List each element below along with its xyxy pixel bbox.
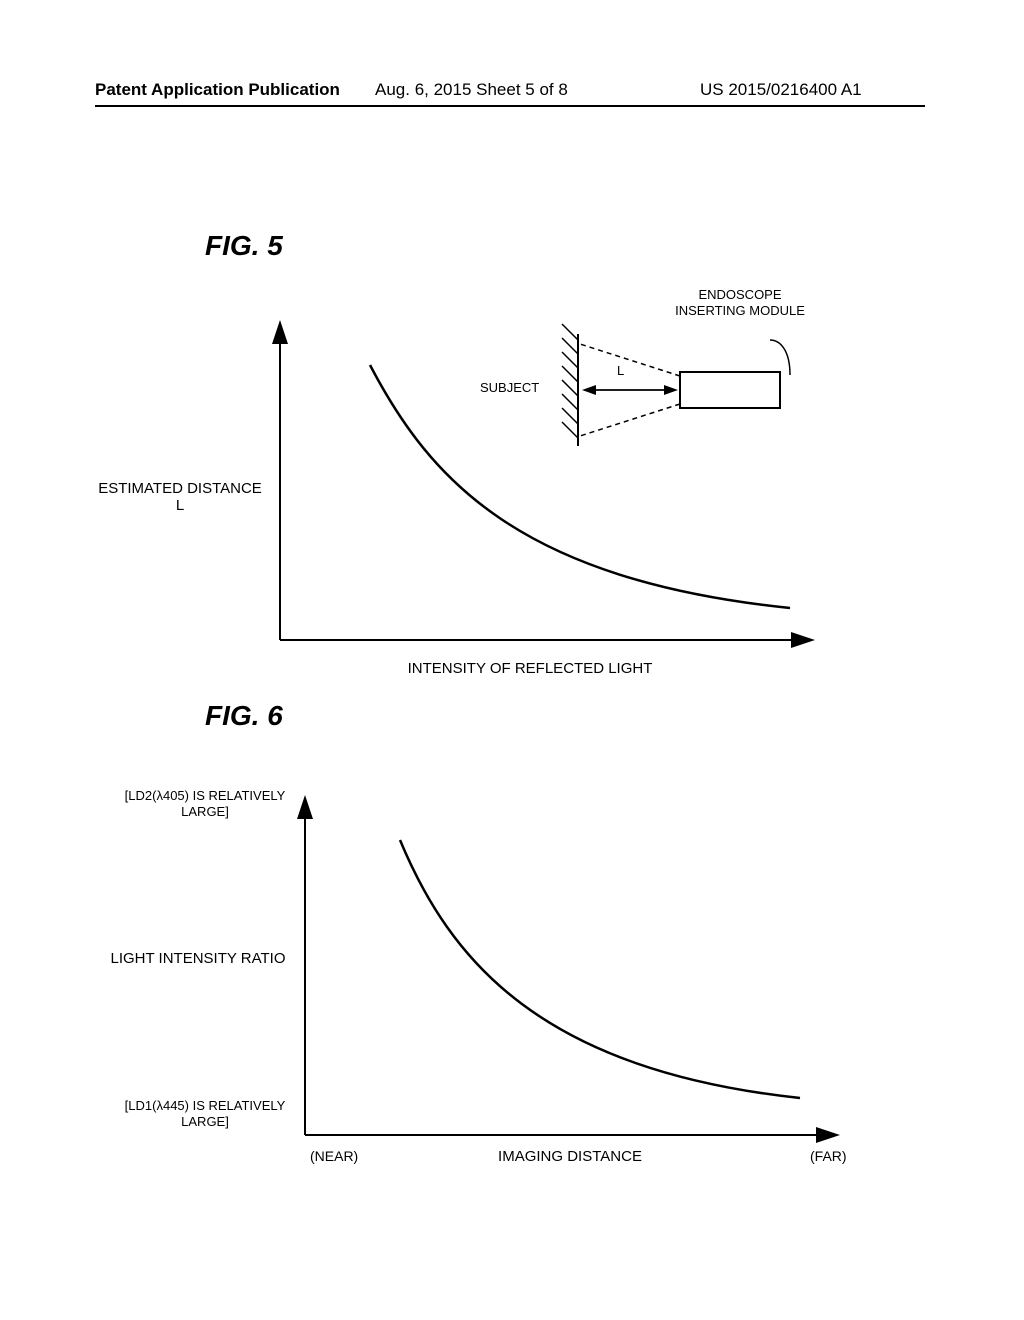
fig6-ylabel: LIGHT INTENSITY RATIO	[108, 950, 288, 967]
page-container: Patent Application Publication Aug. 6, 2…	[0, 0, 1024, 1320]
fig6-xlabel-near: (NEAR)	[310, 1148, 358, 1164]
fig6-ylabel-bottom: [LD1(λ445) IS RELATIVELY LARGE]	[105, 1098, 305, 1129]
fig6-xlabel-far: (FAR)	[810, 1148, 847, 1164]
fig6-ylabel-top: [LD2(λ405) IS RELATIVELY LARGE]	[105, 788, 305, 819]
fig6-xlabel: IMAGING DISTANCE	[470, 1148, 670, 1165]
